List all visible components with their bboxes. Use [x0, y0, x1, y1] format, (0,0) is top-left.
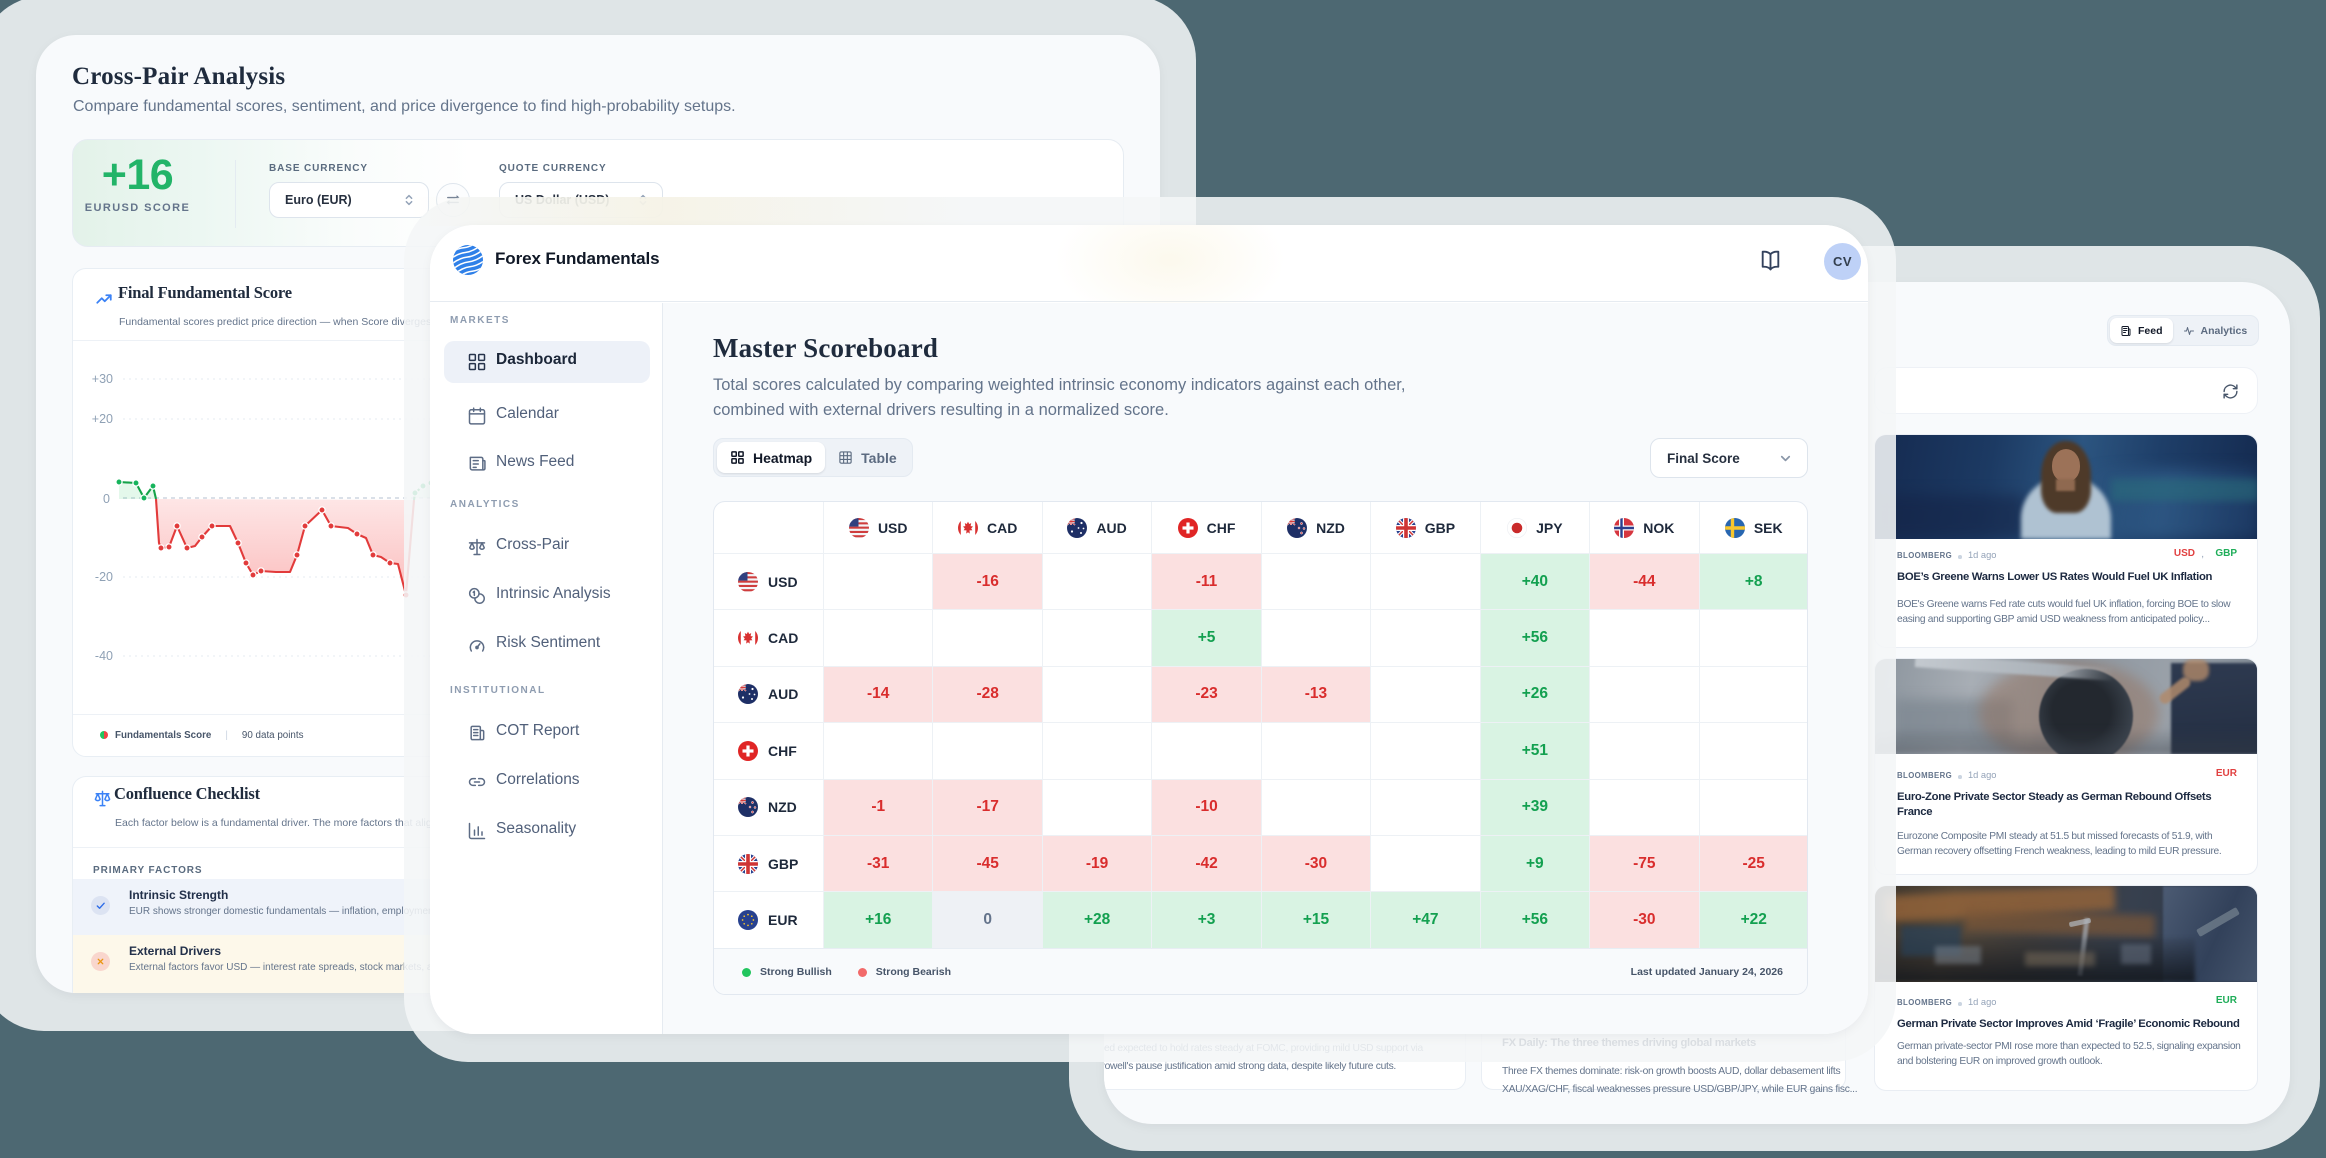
- svg-text:0: 0: [103, 492, 110, 506]
- svg-text:+30: +30: [92, 372, 113, 386]
- svg-text:-40: -40: [95, 649, 113, 663]
- svg-text:-20: -20: [95, 570, 113, 584]
- svg-text:+20: +20: [92, 412, 113, 426]
